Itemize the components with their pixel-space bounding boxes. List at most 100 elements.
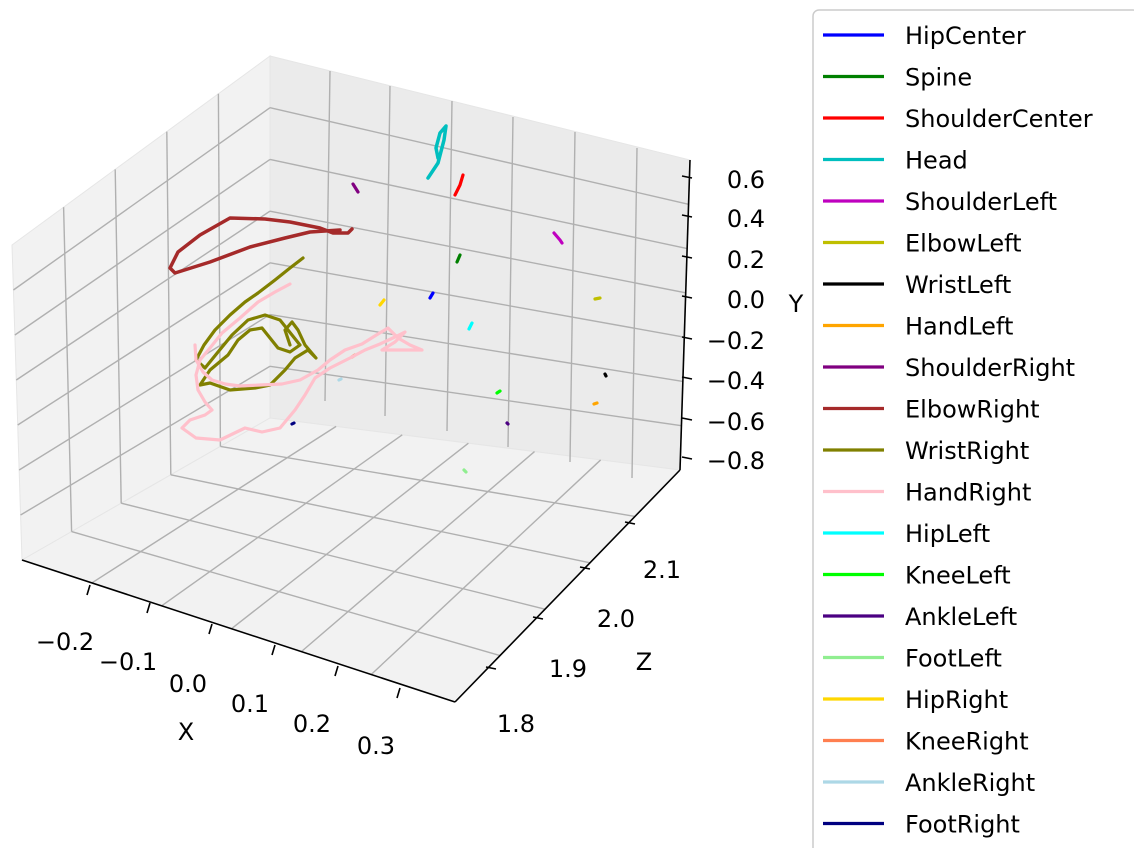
y-tick-label: −0.6 [707, 408, 765, 436]
legend-entry: ShoulderLeft [823, 188, 1057, 216]
data-layer [168, 124, 608, 474]
grid-line [507, 116, 514, 448]
legend-label: FootLeft [905, 645, 1002, 673]
legend-label: ElbowLeft [905, 230, 1022, 258]
grid-line [17, 262, 271, 426]
grid-line [631, 147, 638, 479]
z-tick-label: 1.9 [549, 655, 587, 683]
legend-entry: ElbowLeft [823, 230, 1022, 258]
grid-line [324, 70, 331, 402]
legend-entry: KneeLeft [823, 562, 1011, 590]
series-HipRight [378, 298, 386, 307]
legend-entry: Head [823, 147, 968, 175]
grid-line [231, 442, 469, 630]
legend-label: HandLeft [905, 313, 1013, 341]
legend-box [812, 9, 1134, 848]
legend-entry: HipLeft [823, 520, 990, 548]
grid-line [161, 434, 403, 607]
grid-line [269, 262, 685, 338]
grid-line [269, 107, 689, 205]
grid-line [13, 107, 271, 291]
series-ShoulderCenter [453, 173, 465, 197]
z-tick-label: 2.0 [597, 605, 635, 633]
series-HipCenter [428, 291, 435, 300]
legend-entry: KneeRight [823, 728, 1029, 756]
series-AnkleLeft [505, 421, 510, 426]
grid-lines [13, 70, 689, 676]
z-tick [532, 616, 544, 620]
z-tick-label: 1.8 [497, 710, 535, 738]
legend-entry: HandRight [823, 479, 1031, 507]
series-FootLeft [462, 468, 468, 474]
legend-entry: HipRight [823, 686, 1008, 714]
grid-line [62, 207, 73, 532]
legend-label: Spine [905, 64, 972, 92]
series-FootRight [290, 421, 296, 426]
x-tick [271, 644, 276, 656]
series-HandRight [180, 282, 424, 442]
series-Head [426, 124, 448, 180]
x-tick [86, 584, 91, 596]
x-axis: −0.2−0.1 0.0 0.1 0.2 0.3 X [21, 559, 456, 760]
grid-line [166, 131, 172, 475]
legend-label: ShoulderCenter [905, 105, 1093, 133]
legend-entry: HandLeft [823, 313, 1013, 341]
z-tick-label: 2.1 [643, 556, 681, 584]
legend-label: HipCenter [905, 22, 1026, 50]
series-WristLeft [603, 372, 608, 378]
y-tick-label: 0.2 [727, 246, 765, 274]
grid-line [446, 100, 453, 432]
x-tick [208, 623, 213, 635]
grid-line [114, 169, 122, 504]
series-Spine [455, 253, 462, 264]
x-tick-label: 0.2 [293, 710, 331, 738]
x-axis-line [21, 559, 456, 703]
grid-line [220, 445, 636, 518]
grid-line [121, 502, 546, 610]
grid-line [14, 158, 271, 336]
legend-label: ShoulderLeft [905, 188, 1057, 216]
series-ShoulderLeft [552, 231, 564, 245]
legend-label: ShoulderRight [905, 354, 1075, 382]
z-tick [579, 566, 591, 570]
y-axis-line [679, 159, 691, 471]
y-tick-label: 0.6 [727, 166, 765, 194]
y-tick [681, 175, 693, 179]
legend-label: AnkleRight [905, 769, 1035, 797]
legend-entry: FootLeft [823, 645, 1002, 673]
grid-line [269, 365, 682, 427]
legend-label: ElbowRight [905, 396, 1040, 424]
back-pane [269, 55, 691, 471]
legend-label: KneeRight [905, 728, 1029, 756]
x-tick [396, 687, 401, 699]
grid-line [91, 425, 337, 584]
grid-line [384, 85, 391, 417]
grid-line [15, 210, 271, 381]
series-WristRight [194, 256, 318, 392]
legend-label: HipRight [905, 686, 1008, 714]
x-tick-label: 0.1 [231, 690, 269, 718]
legend-label: Head [905, 147, 968, 175]
y-tick-label: 0.4 [727, 205, 765, 233]
legend-label: KneeLeft [905, 562, 1011, 590]
legend-entry: Spine [823, 64, 972, 92]
x-tick [146, 602, 151, 614]
legend-label: HipLeft [905, 520, 990, 548]
legend-entry: WristRight [823, 437, 1029, 465]
x-tick-label: 0.0 [169, 670, 207, 698]
legend-label: AnkleLeft [905, 603, 1017, 631]
x-axis-label: X [178, 718, 194, 746]
legend: HipCenter Spine ShoulderCenter Head Shoulder… [812, 9, 1134, 848]
z-axis-label: Z [636, 648, 652, 676]
legend-label: WristLeft [905, 271, 1011, 299]
grid-line [170, 474, 591, 564]
z-tick [485, 666, 497, 670]
series-ElbowRight [168, 216, 354, 275]
axis-panes [11, 55, 691, 703]
legend-entry: AnkleLeft [823, 603, 1017, 631]
y-axis-label: Y [788, 290, 804, 318]
axes: −0.2−0.10.00.10.20.3X 0.60.40.20.0−0.2−0… [21, 159, 804, 760]
z-axis: 2.1 2.0 1.9 1.8 Z [454, 469, 681, 738]
legend-entry: AnkleRight [823, 769, 1035, 797]
